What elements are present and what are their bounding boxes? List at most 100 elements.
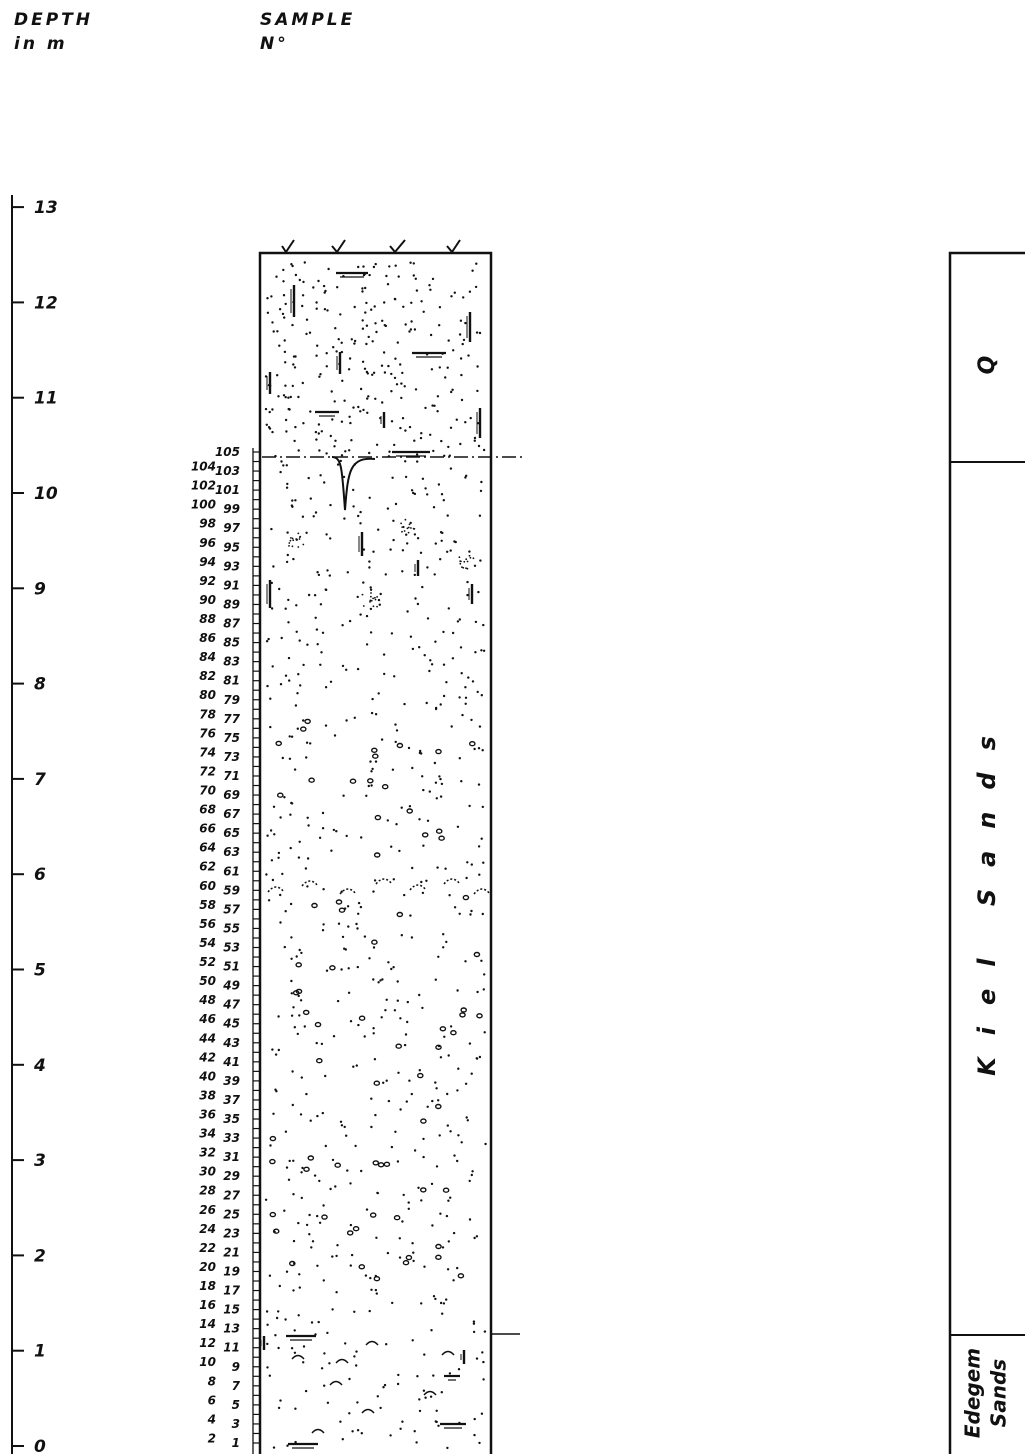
- sand-dot: [449, 1025, 453, 1028]
- sand-dot: [422, 788, 425, 792]
- sand-dot: [265, 873, 268, 876]
- sand-dot: [401, 570, 404, 573]
- sand-dot: [269, 725, 272, 729]
- sand-dot: [272, 1112, 275, 1116]
- sand-dot: [436, 410, 439, 413]
- sand-dot: [400, 382, 403, 385]
- sand-dot: [445, 1214, 449, 1218]
- sand-dot: [265, 423, 268, 426]
- sand-dot: [475, 331, 479, 334]
- sand-dot: [380, 364, 384, 367]
- sand-dot: [333, 400, 336, 403]
- sand-dot: [269, 1144, 272, 1147]
- sample-number-even: 66: [199, 822, 216, 836]
- sand-dot: [369, 588, 373, 591]
- sand-dot: [271, 665, 274, 668]
- sand-dot: [352, 1065, 355, 1068]
- sample-number-odd: 15: [223, 1303, 240, 1317]
- sand-dot: [406, 610, 409, 613]
- sample-number-odd: 59: [223, 883, 240, 897]
- sand-dot: [460, 398, 464, 402]
- sand-dot: [333, 734, 337, 737]
- sand-dot: [470, 1072, 473, 1075]
- sand-dot: [456, 989, 459, 992]
- pebble-pattern: [269, 518, 483, 1282]
- pebble: [405, 1254, 413, 1261]
- sand-dot: [343, 399, 346, 402]
- sand-dot: [439, 531, 443, 534]
- sand-dot: [440, 1391, 443, 1394]
- sand-dot: [439, 777, 442, 781]
- sand-dot: [389, 1434, 392, 1437]
- sand-dot: [297, 673, 300, 676]
- pebble: [352, 1225, 360, 1232]
- sand-dot: [322, 1204, 325, 1207]
- sand-dot: [325, 588, 328, 592]
- sand-dot: [291, 1070, 294, 1073]
- sand-dot: [456, 620, 460, 623]
- sand-dot: [321, 1111, 324, 1115]
- sand-dot: [443, 1035, 446, 1039]
- sand-dot: [478, 725, 482, 728]
- sand-dot: [442, 694, 446, 698]
- sample-number-even: 70: [199, 784, 216, 798]
- sand-dot: [299, 684, 302, 687]
- sand-dot: [446, 1268, 450, 1271]
- sand-dot: [424, 406, 427, 410]
- sand-dot: [465, 1116, 468, 1119]
- sand-dot: [290, 504, 294, 507]
- lithology-column: [258, 239, 524, 1454]
- sand-dot: [294, 273, 298, 277]
- sand-dot: [365, 342, 368, 346]
- sand-dot: [344, 1342, 347, 1345]
- sand-dot: [282, 280, 285, 283]
- speckle: [291, 537, 294, 540]
- sand-dot: [410, 301, 413, 304]
- sand-dot: [450, 725, 453, 728]
- sand-dot: [288, 679, 291, 682]
- sand-dot: [359, 410, 362, 413]
- sand-dot: [446, 514, 449, 517]
- sand-dot: [282, 268, 285, 272]
- sand-dot: [324, 1144, 327, 1148]
- sand-dot: [481, 805, 484, 809]
- sand-dot: [409, 261, 412, 264]
- speckle: [370, 592, 372, 594]
- sand-dot: [371, 767, 374, 771]
- sand-dot: [383, 672, 386, 676]
- sand-dot: [267, 899, 271, 902]
- sand-dot: [476, 389, 479, 393]
- sand-dot: [284, 302, 287, 306]
- sand-dot: [283, 796, 286, 799]
- sand-dot: [439, 795, 443, 798]
- sand-dot: [302, 1345, 306, 1348]
- sand-dot: [398, 849, 401, 853]
- sand-dot: [478, 873, 481, 876]
- sand-dot: [372, 890, 375, 893]
- pebble: [275, 740, 283, 747]
- sand-dot: [275, 275, 278, 278]
- shell-arc: [311, 1428, 325, 1434]
- sand-dot: [380, 1016, 383, 1019]
- sample-number-odd: 33: [223, 1131, 240, 1145]
- sand-dot: [294, 1440, 297, 1444]
- sand-dot: [281, 872, 284, 876]
- shell-arc: [443, 878, 461, 885]
- sand-dot: [326, 569, 329, 572]
- sand-dot: [271, 321, 274, 324]
- sample-number-even: 74: [199, 745, 216, 759]
- shell-arc: [301, 880, 319, 887]
- pebble: [395, 1043, 403, 1049]
- sand-dot: [278, 344, 281, 347]
- sand-dot: [277, 1310, 280, 1313]
- sand-dot: [480, 694, 483, 697]
- sand-dot: [412, 274, 415, 277]
- sand-dot: [297, 1314, 300, 1317]
- sand-dot: [365, 370, 369, 374]
- sand-dot: [385, 274, 388, 278]
- sand-dot: [368, 496, 371, 499]
- sand-dot: [439, 1301, 443, 1305]
- sand-dot: [433, 761, 437, 765]
- sand-dot: [272, 565, 275, 568]
- sample-number-odd: 7: [232, 1379, 241, 1393]
